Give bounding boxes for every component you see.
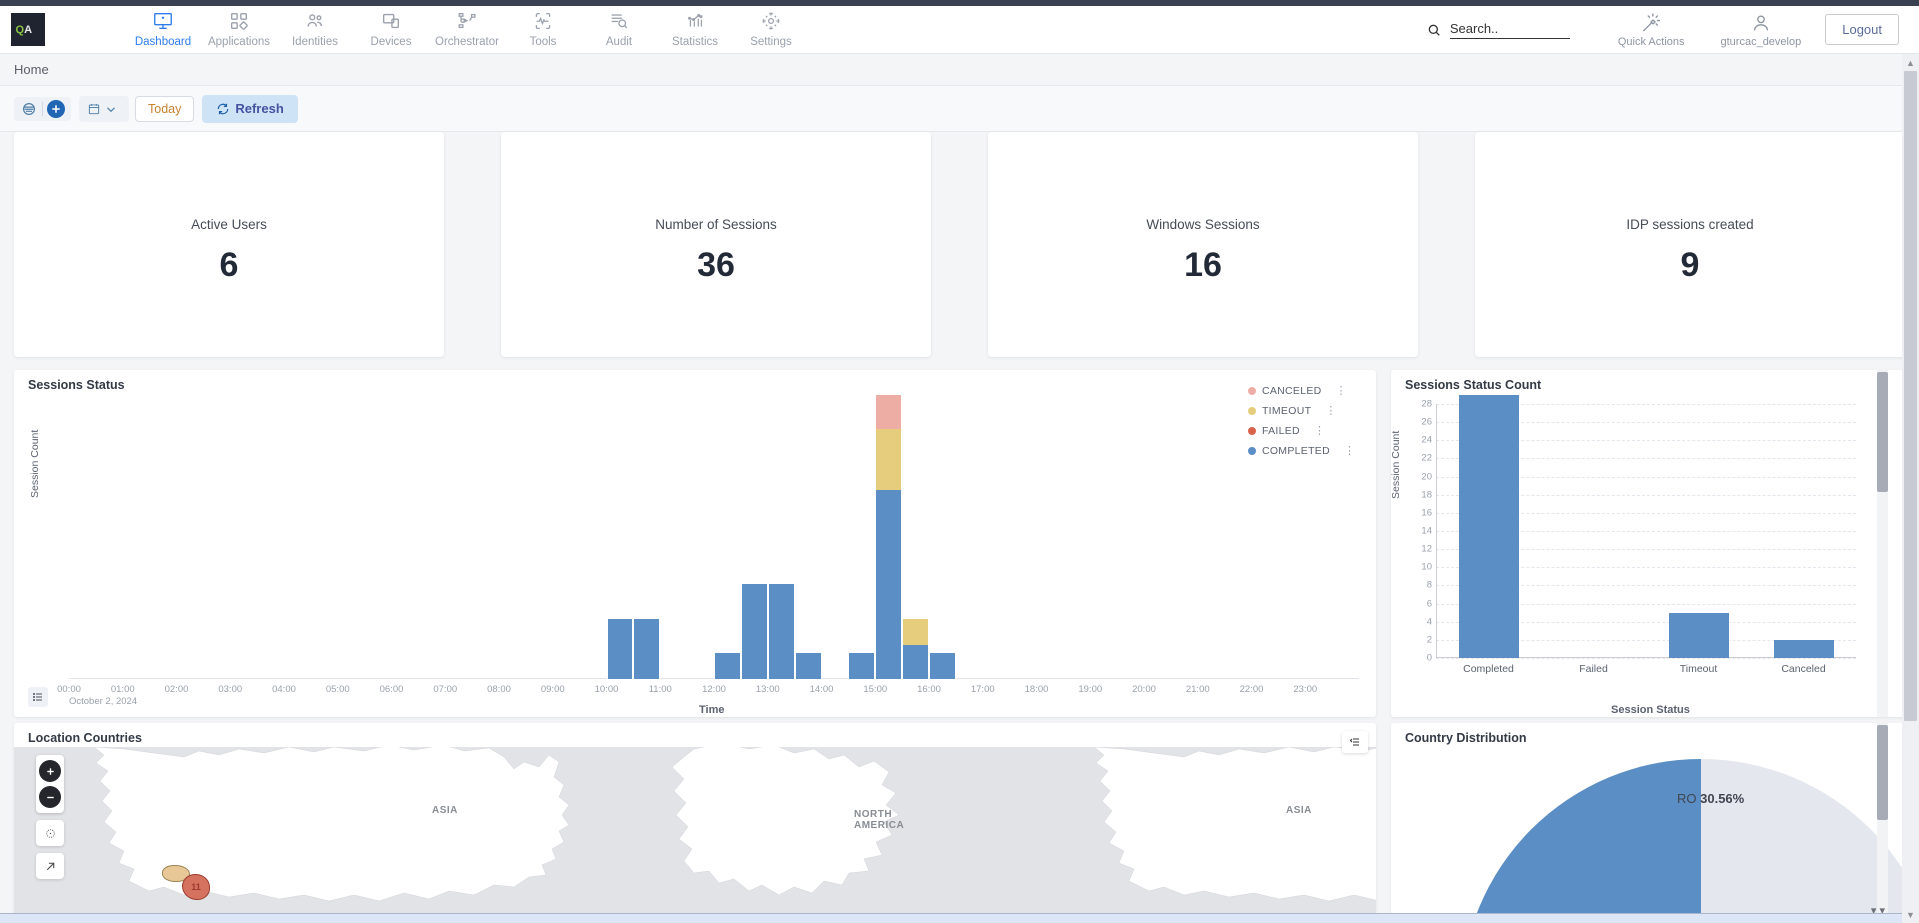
svg-text:QA: QA [16, 24, 32, 36]
